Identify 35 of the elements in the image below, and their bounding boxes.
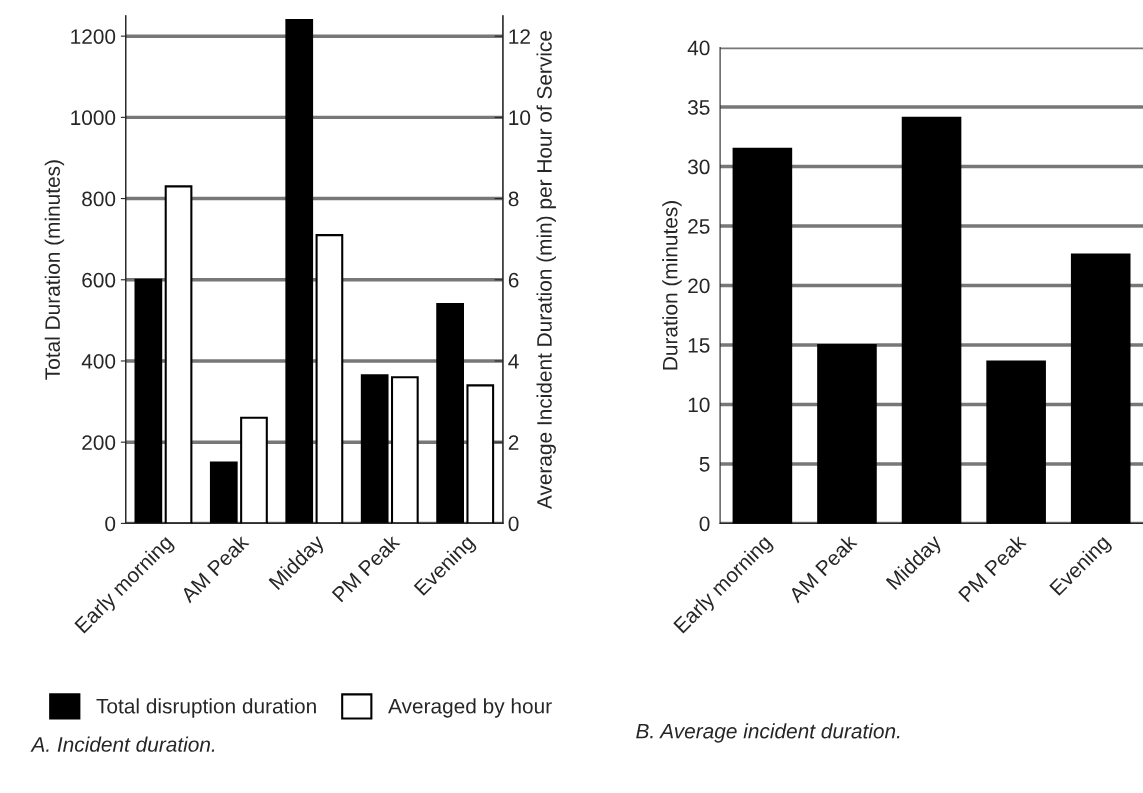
y2-tick-label: 4 <box>508 354 519 369</box>
y-tick-label: 15 <box>688 338 710 353</box>
y-tick-label: 10 <box>688 397 710 413</box>
y2-tick-label: 8 <box>508 191 519 207</box>
y-tick-label: 400 <box>81 353 116 369</box>
y-tick-label: 200 <box>82 435 116 450</box>
y2-tick-label: 10 <box>509 110 531 126</box>
bar <box>732 147 793 524</box>
y-tick-label: 600 <box>82 272 116 288</box>
text: A. Incident duration. <box>30 736 215 752</box>
y-axis-title: Duration (minutes) <box>662 201 682 370</box>
text: B. Average incident duration. <box>636 723 900 743</box>
legend-label: Total disruption duration <box>96 698 316 718</box>
bar <box>1070 253 1131 524</box>
y-tick-label: 0 <box>699 516 710 532</box>
y-tick-label: 30 <box>687 159 710 175</box>
y2-tick-label: 12 <box>509 29 530 44</box>
bar <box>986 360 1046 524</box>
y-tick-label: 40 <box>687 40 710 56</box>
y2-tick-label: 6 <box>508 272 519 288</box>
y-tick-label: 1200 <box>71 29 116 44</box>
y-tick-label: 0 <box>105 516 116 532</box>
y2-axis-title: Average Incident Duration (min) per Hour of Service <box>536 31 556 510</box>
legend-label: Averaged by hour <box>388 698 552 718</box>
y-tick-label: 25 <box>688 219 710 234</box>
y2-tick-label: 0 <box>508 516 519 532</box>
y-axis-title: Total Duration (minutes) <box>44 160 65 380</box>
y-tick-label: 35 <box>687 100 710 115</box>
y2-tick-label: 2 <box>508 435 519 450</box>
y-tick-label: 1000 <box>71 110 116 126</box>
y-tick-label: 20 <box>688 278 710 294</box>
bar <box>901 116 962 524</box>
y-tick-label: 800 <box>82 191 116 207</box>
bar <box>817 343 877 524</box>
y-tick-label: 5 <box>699 457 710 472</box>
